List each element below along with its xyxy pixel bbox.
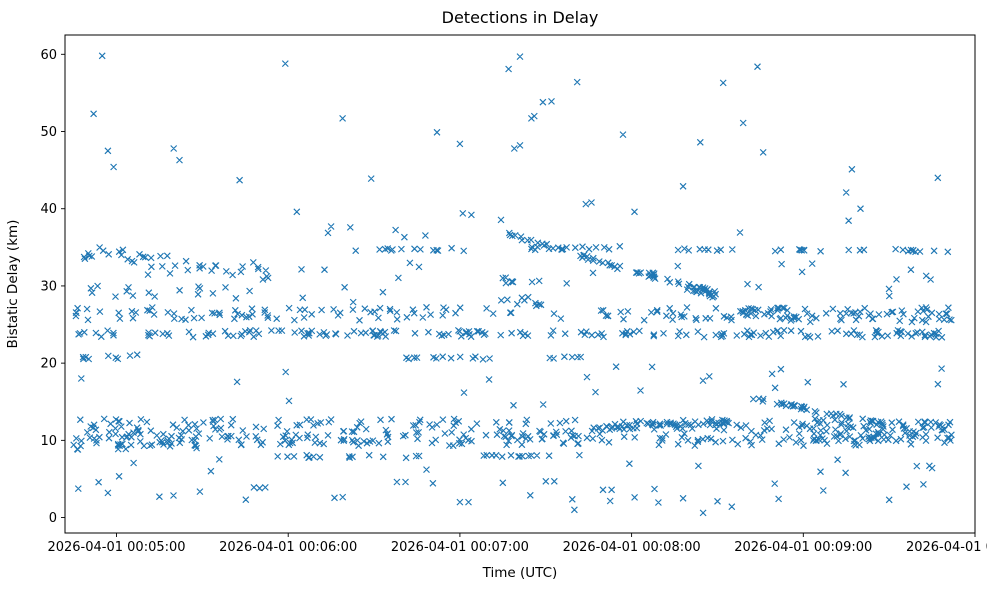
x-tick-label: 2026-04-01 00:08:00 [563, 540, 701, 555]
y-tick-label: 60 [40, 48, 57, 63]
x-tick-label: 2026-04-01 00:10:00 [906, 540, 987, 555]
axes-background [65, 35, 975, 533]
y-axis-label: Bistatic Delay (km) [5, 220, 21, 349]
x-tick-label: 2026-04-01 00:07:00 [391, 540, 529, 555]
x-tick-label: 2026-04-01 00:09:00 [734, 540, 872, 555]
x-tick-label: 2026-04-01 00:05:00 [47, 540, 185, 555]
x-axis-ticks: 2026-04-01 00:05:00 2026-04-01 00:06:00 20… [47, 533, 987, 555]
y-tick-label: 30 [40, 279, 57, 294]
y-axis-ticks: 0 10 20 30 40 50 60 [40, 48, 65, 526]
y-tick-label: 40 [40, 202, 57, 217]
y-tick-label: 0 [49, 511, 57, 526]
y-tick-label: 10 [40, 434, 57, 449]
plot-border [64, 34, 976, 534]
x-tick-label: 2026-04-01 00:06:00 [219, 540, 357, 555]
y-tick-label: 20 [40, 357, 57, 372]
y-tick-label: 50 [40, 125, 57, 140]
scatter-points [70, 52, 955, 517]
x-axis-label: Time (UTC) [482, 565, 558, 581]
chart-title: Detections in Delay [442, 8, 599, 27]
